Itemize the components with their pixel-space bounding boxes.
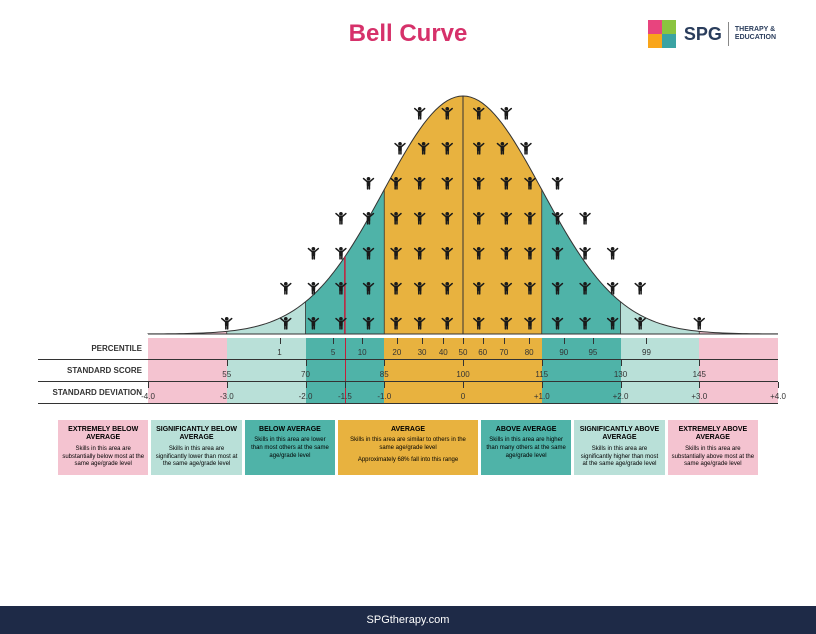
legend-desc: Skills in this area are similar to other…	[342, 437, 474, 453]
footer-url: SPGtherapy.com	[367, 614, 450, 626]
scale-values: -4.0-3.0-2.0-1.5-1.00+1.0+2.0+3.0+4.0	[148, 382, 778, 403]
scale-value: 80	[525, 348, 534, 357]
legend-desc: Skills in this area are lower than most …	[249, 437, 331, 460]
scale-row-standard_score: STANDARD SCORE 55 70 85 100 115 130 145	[38, 360, 778, 382]
scale-value: 5	[331, 348, 335, 357]
person-icon	[395, 142, 405, 154]
scale-value: 95	[588, 348, 597, 357]
scale-value: 40	[439, 348, 448, 357]
logo-spg: SPG	[684, 24, 722, 45]
logo-text: SPG THERAPY &EDUCATION	[684, 22, 776, 46]
scale-row-percentile: PERCENTILE 1 5 10 20 30 40 50 60 70 80 90 95 99	[38, 338, 778, 360]
person-icon	[281, 282, 291, 294]
scale-value: -3.0	[220, 392, 234, 401]
scale-value: 55	[222, 370, 231, 379]
scale-value: 70	[499, 348, 508, 357]
scale-value: 70	[301, 370, 310, 379]
header: Bell Curve SPG THERAPY &EDUCATION	[0, 0, 816, 58]
logo: SPG THERAPY &EDUCATION	[648, 20, 776, 48]
legend-title: BELOW AVERAGE	[249, 426, 331, 434]
scale-value: -1.5	[338, 392, 352, 401]
scales: PERCENTILE 1 5 10 20 30 40 50 60 70 80 90 95 99 STANDA…	[38, 338, 778, 404]
logo-divider	[728, 22, 729, 46]
scale-value: 130	[614, 370, 627, 379]
scale-values: 55 70 85 100 115 130 145	[148, 360, 778, 381]
person-icon	[222, 317, 232, 329]
scale-value: +3.0	[691, 392, 707, 401]
person-icon	[501, 107, 511, 119]
legend-desc: Skills in this area are higher than many…	[485, 437, 567, 460]
scale-value: 0	[461, 392, 465, 401]
legend-title: EXTREMELY ABOVE AVERAGE	[672, 426, 754, 443]
page-title: Bell Curve	[349, 20, 468, 48]
scale-value: -2.0	[299, 392, 313, 401]
legend-desc: Skills in this area are substantially be…	[62, 446, 144, 469]
bell-curve-chart: PERCENTILE 1 5 10 20 30 40 50 60 70 80 90 95 99 STANDA…	[38, 78, 778, 404]
person-icon	[364, 177, 374, 189]
legend-desc2: Approximately 68% fall into this range	[342, 457, 474, 465]
scale-value: +4.0	[770, 392, 786, 401]
scale-value: 50	[459, 348, 468, 357]
scale-label: PERCENTILE	[38, 344, 148, 353]
scale-value: +1.0	[534, 392, 550, 401]
legend-title: AVERAGE	[342, 426, 474, 434]
legend-box: ABOVE AVERAGE Skills in this area are hig…	[481, 420, 571, 475]
band-1	[227, 302, 306, 334]
scale-value: 145	[693, 370, 706, 379]
person-icon	[608, 247, 618, 259]
person-icon	[521, 142, 531, 154]
legend-box: EXTREMELY BELOW AVERAGE Skills in this ar…	[58, 420, 148, 475]
band-5	[621, 302, 700, 334]
legend-box: EXTREMELY ABOVE AVERAGE Skills in this ar…	[668, 420, 758, 475]
bell-curve-svg	[38, 78, 778, 338]
person-icon	[308, 247, 318, 259]
logo-subtitle: THERAPY &EDUCATION	[735, 26, 776, 43]
scale-value: -1.0	[377, 392, 391, 401]
logo-mark-icon	[648, 20, 676, 48]
scale-value: 90	[559, 348, 568, 357]
scale-label: STANDARD DEVIATION	[38, 388, 148, 397]
scale-value: 99	[642, 348, 651, 357]
person-icon	[635, 282, 645, 294]
legend-box: SIGNIFICANTLY BELOW AVERAGE Skills in thi…	[151, 420, 241, 475]
scale-values: 1 5 10 20 30 40 50 60 70 80 90 95 99	[148, 338, 778, 359]
person-icon	[336, 212, 346, 224]
scale-value: 85	[380, 370, 389, 379]
legend-box: BELOW AVERAGE Skills in this area are low…	[245, 420, 335, 475]
scale-value: 100	[456, 370, 469, 379]
person-icon	[415, 107, 425, 119]
scale-label: STANDARD SCORE	[38, 366, 148, 375]
scale-value: 1	[277, 348, 281, 357]
scale-value: 20	[392, 348, 401, 357]
scale-row-standard_dev: STANDARD DEVIATION-4.0 -3.0 -2.0 -1.5 -1.0 0 +…	[38, 382, 778, 404]
legend-title: ABOVE AVERAGE	[485, 426, 567, 434]
legend-box: AVERAGE Skills in this area are similar t…	[338, 420, 478, 475]
legend-desc: Skills in this area are significantly lo…	[155, 446, 237, 469]
legend-title: EXTREMELY BELOW AVERAGE	[62, 426, 144, 443]
legend-title: SIGNIFICANTLY ABOVE AVERAGE	[578, 426, 660, 443]
scale-value: +2.0	[613, 392, 629, 401]
scale-value: 30	[418, 348, 427, 357]
legend-box: SIGNIFICANTLY ABOVE AVERAGE Skills in thi…	[574, 420, 664, 475]
scale-value: -4.0	[141, 392, 155, 401]
footer: SPGtherapy.com	[0, 606, 816, 634]
legend-title: SIGNIFICANTLY BELOW AVERAGE	[155, 426, 237, 443]
person-icon	[694, 317, 704, 329]
legend-desc: Skills in this area are significantly hi…	[578, 446, 660, 469]
scale-value: 60	[478, 348, 487, 357]
scale-value: 10	[358, 348, 367, 357]
person-icon	[553, 177, 563, 189]
legend-desc: Skills in this area are substantially ab…	[672, 446, 754, 469]
legend: EXTREMELY BELOW AVERAGE Skills in this ar…	[58, 420, 758, 475]
scale-value: 115	[535, 370, 548, 379]
person-icon	[580, 212, 590, 224]
